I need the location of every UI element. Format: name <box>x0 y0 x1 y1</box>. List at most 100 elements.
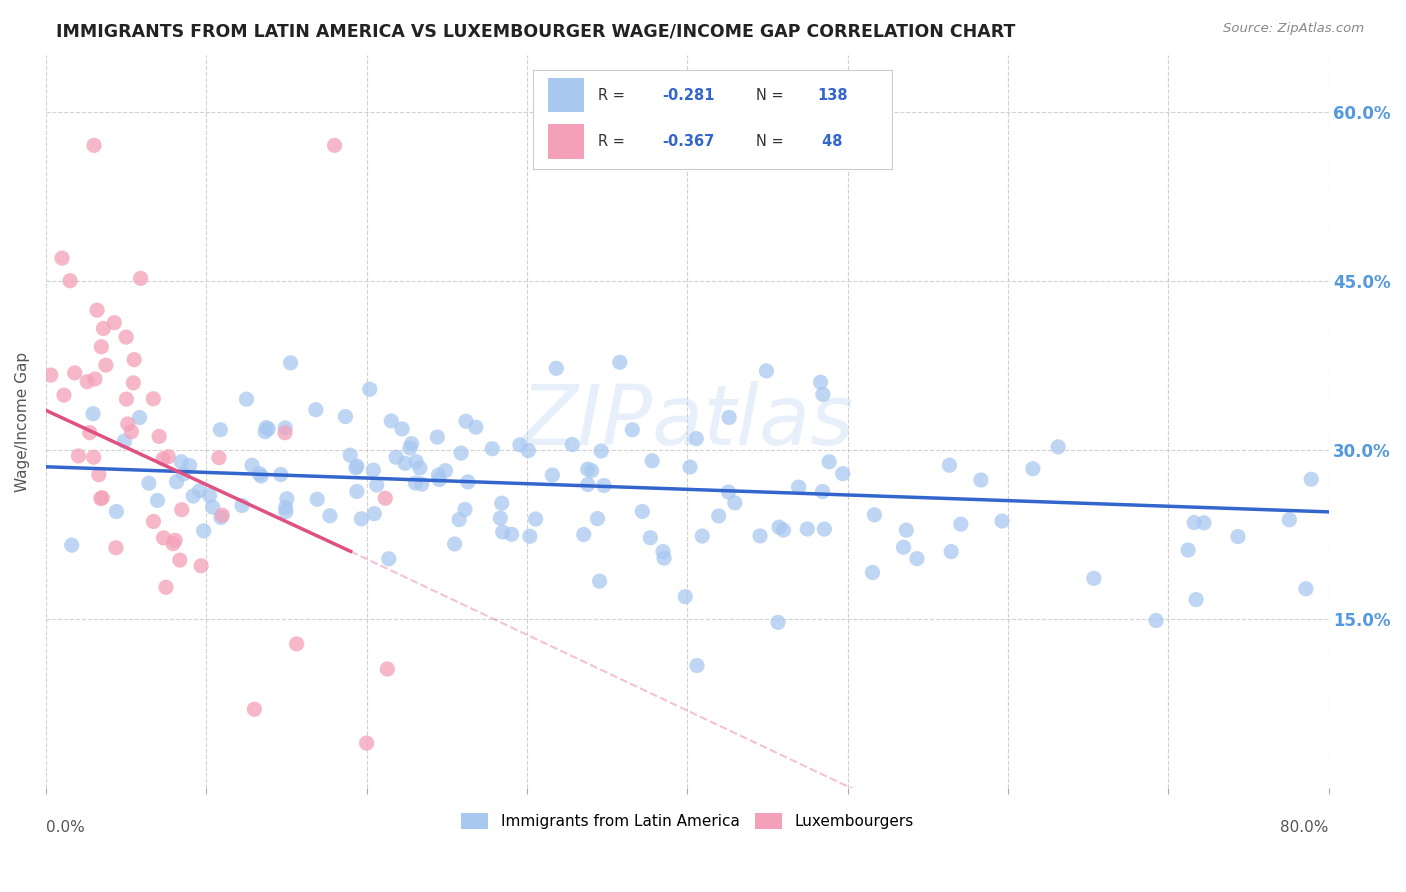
Point <box>631 504 654 518</box>
Point <box>270 467 292 482</box>
Point <box>307 492 329 507</box>
Point <box>211 508 233 523</box>
Point <box>685 432 707 446</box>
Point <box>63 366 86 380</box>
Point <box>363 463 385 477</box>
Point <box>115 330 138 344</box>
Point <box>481 442 503 456</box>
Point <box>385 450 408 465</box>
Point <box>209 510 232 524</box>
Point <box>399 441 422 455</box>
Point <box>391 422 413 436</box>
Point <box>588 574 610 589</box>
Point <box>1182 516 1205 530</box>
Point <box>586 511 609 525</box>
Point <box>84 372 107 386</box>
Point <box>1226 530 1249 544</box>
Point <box>152 451 174 466</box>
Point <box>142 392 165 406</box>
Point <box>198 488 221 502</box>
Point <box>285 637 308 651</box>
Point <box>457 475 479 489</box>
Point <box>509 438 531 452</box>
Point <box>323 138 346 153</box>
Point <box>492 524 515 539</box>
Point <box>576 477 599 491</box>
Point <box>541 468 564 483</box>
Point <box>591 444 613 458</box>
Point <box>796 522 818 536</box>
Point <box>380 414 402 428</box>
Y-axis label: Wage/Income Gap: Wage/Income Gap <box>15 351 30 491</box>
Point <box>1144 614 1167 628</box>
Point <box>165 533 187 548</box>
Point <box>652 551 675 566</box>
Point <box>768 520 790 534</box>
Point <box>90 491 112 506</box>
Point <box>811 484 834 499</box>
Point <box>209 423 232 437</box>
Point <box>862 566 884 580</box>
Point <box>231 499 253 513</box>
Point <box>344 460 367 475</box>
Point <box>1177 543 1199 558</box>
Point <box>170 502 193 516</box>
Point <box>621 423 644 437</box>
Point <box>893 540 915 554</box>
Point <box>128 410 150 425</box>
Point <box>67 449 90 463</box>
Point <box>1295 582 1317 596</box>
Point <box>707 508 730 523</box>
Point <box>208 450 231 465</box>
Point <box>122 352 145 367</box>
Point <box>274 505 297 519</box>
Point <box>366 478 388 492</box>
Point <box>339 448 361 462</box>
Point <box>686 658 709 673</box>
Point <box>1083 571 1105 585</box>
Point <box>673 590 696 604</box>
Point <box>1278 513 1301 527</box>
Point <box>117 417 139 431</box>
Point <box>60 538 83 552</box>
Point <box>254 420 277 434</box>
Point <box>450 446 472 460</box>
Point <box>394 456 416 470</box>
Point <box>1185 592 1208 607</box>
Point <box>94 358 117 372</box>
Point <box>1301 472 1323 486</box>
Point <box>193 524 215 538</box>
Point <box>120 425 142 439</box>
Point <box>114 434 136 449</box>
Point <box>274 500 297 515</box>
Point <box>39 368 62 382</box>
Point <box>679 460 702 475</box>
Point <box>87 467 110 482</box>
Point <box>811 387 834 401</box>
Point <box>240 458 263 473</box>
Point <box>250 469 273 483</box>
Point <box>938 458 960 473</box>
Point <box>82 407 104 421</box>
Point <box>409 461 432 475</box>
Point <box>501 527 523 541</box>
Point <box>305 402 328 417</box>
Point <box>274 425 297 440</box>
Point <box>243 702 266 716</box>
Point <box>454 502 477 516</box>
Point <box>717 485 740 500</box>
Point <box>749 529 772 543</box>
Point <box>356 736 378 750</box>
Point <box>572 527 595 541</box>
Point <box>434 464 457 478</box>
Point <box>949 517 972 532</box>
Point <box>405 454 427 468</box>
Point <box>581 464 603 478</box>
Point <box>93 321 115 335</box>
Point <box>51 251 73 265</box>
Point <box>280 356 302 370</box>
Point <box>576 462 599 476</box>
Point <box>377 662 399 676</box>
Point <box>831 467 853 481</box>
Point <box>454 414 477 428</box>
